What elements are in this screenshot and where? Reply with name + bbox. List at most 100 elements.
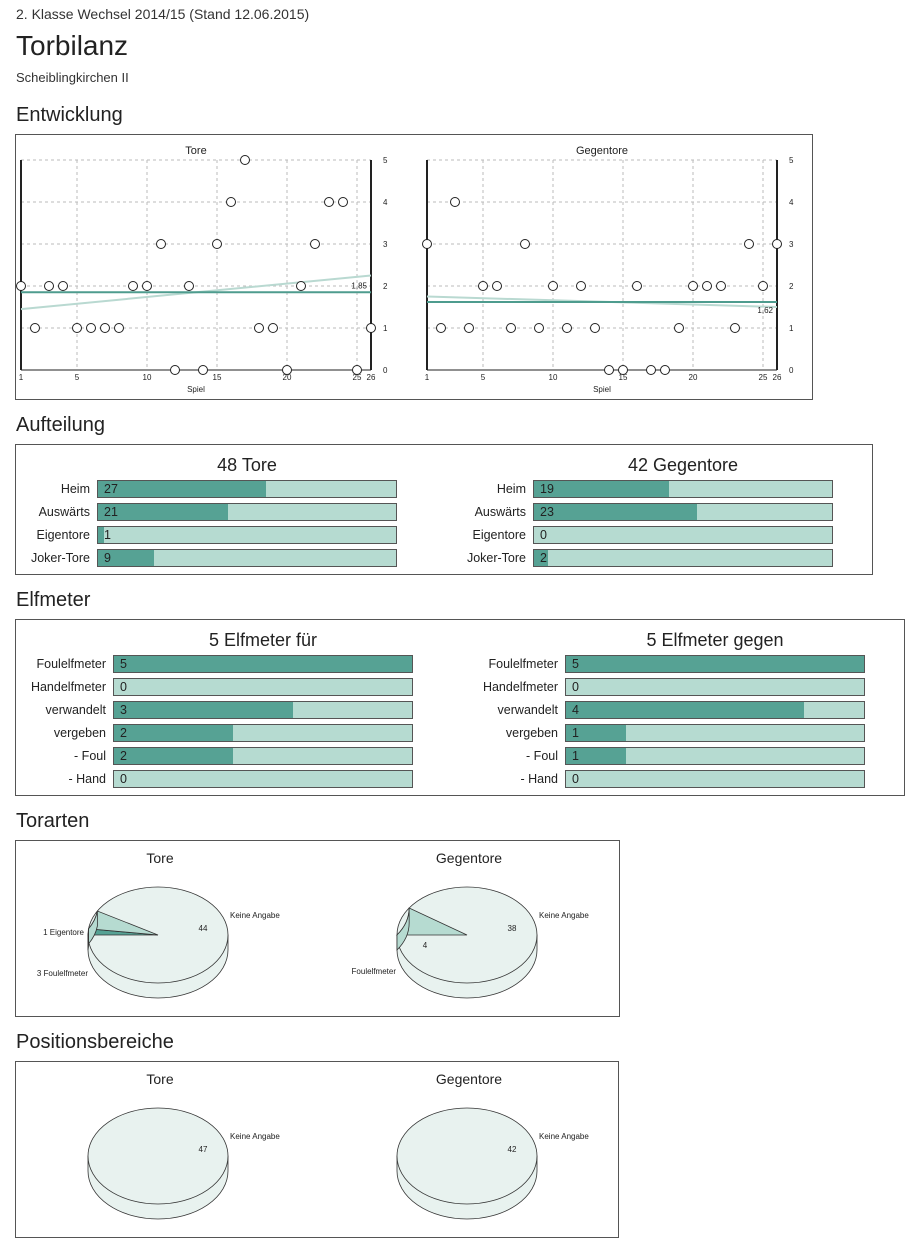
data-point [632, 281, 642, 291]
y-tick-label: 5 [789, 156, 794, 165]
bar-track: 19 [533, 480, 833, 498]
entwicklung-box: Tore 0 1 2 3 4 5 1 5 10 15 20 25 26 Spiel 1,85 Gegentore… [15, 134, 813, 400]
y-tick-label: 2 [789, 282, 794, 291]
data-point [576, 281, 586, 291]
y-tick-label: 3 [383, 240, 388, 249]
bar [98, 527, 105, 543]
data-point [436, 323, 446, 333]
data-point [730, 323, 740, 333]
data-point [688, 281, 698, 291]
section-aufteilung: Aufteilung [16, 414, 105, 436]
bar-value-label: 2 [540, 551, 547, 565]
section-entwicklung: Entwicklung [16, 104, 123, 126]
y-tick-label: 1 [383, 324, 388, 333]
data-point [464, 323, 474, 333]
data-point [422, 239, 432, 249]
page-title: Torbilanz [16, 30, 129, 61]
bar-value-label: 3 [120, 703, 127, 717]
pie-title: Gegentore [436, 850, 502, 866]
bar-track: 1 [565, 747, 865, 765]
data-point [142, 281, 152, 291]
bar-chart-title: 48 Tore [217, 455, 277, 475]
pie-value-label: 47 [199, 1145, 208, 1154]
bar [98, 481, 266, 497]
section-torarten: Torarten [16, 810, 90, 832]
bar-track: 5 [113, 655, 413, 673]
bar-category-label: - Hand [68, 772, 106, 786]
bar-value-label: 21 [104, 505, 118, 519]
bar-chart-title: 5 Elfmeter für [208, 630, 318, 650]
bar [114, 748, 234, 764]
bar-track: 1 [97, 526, 397, 544]
data-point [72, 323, 82, 333]
pie-title: Tore [146, 1071, 173, 1087]
bar-category-label: Joker-Tore [466, 551, 526, 565]
data-point [506, 323, 516, 333]
bar-value-label: 27 [104, 482, 118, 496]
bar-category-label: Handelfmeter [30, 680, 106, 694]
bar-category-label: Auswärts [38, 505, 90, 519]
data-point [30, 323, 40, 333]
bar [566, 748, 626, 764]
bar-track: 9 [97, 549, 397, 567]
scatter-title: Tore [185, 145, 206, 157]
bar-category-label: Auswärts [474, 505, 526, 519]
bar [98, 550, 154, 566]
data-point [772, 239, 782, 249]
data-point [716, 281, 726, 291]
bar-category-label: Foulelfmeter [36, 657, 106, 671]
team-name: Scheiblingkirchen II [16, 70, 129, 85]
data-point [352, 365, 362, 375]
pie-value-label: 42 [508, 1145, 517, 1154]
y-tick-label: 0 [789, 366, 794, 375]
mean-label: 1,85 [351, 281, 367, 290]
y-tick-label: 3 [789, 240, 794, 249]
x-tick-label: 25 [353, 373, 362, 382]
x-tick-label: 5 [75, 373, 80, 382]
data-point [156, 239, 166, 249]
bar-value-label: 5 [572, 657, 579, 671]
data-point [324, 197, 334, 207]
bar [534, 550, 549, 566]
bar [534, 481, 669, 497]
bar [114, 702, 293, 718]
bar-track: 1 [565, 724, 865, 742]
elfmeter-box: 5 Elfmeter für Foulelfmeter 5 Handelfmeter 0… [15, 619, 905, 796]
data-point [744, 239, 754, 249]
bar-category-label: Joker-Tore [30, 551, 90, 565]
positionsbereiche-box: Tore 47 Keine Angabe Gegentore 42 Keine Angab… [15, 1061, 619, 1238]
x-tick-label: 15 [213, 373, 222, 382]
torarten-pies: Tore 44 Keine Angabe 1 Eigentore 3 Foulelfme… [37, 850, 589, 999]
bar [566, 702, 805, 718]
bar-category-label: Handelfmeter [482, 680, 558, 694]
section-elfmeter: Elfmeter [16, 589, 91, 611]
pie-category-label: 1 Eigentore [43, 928, 84, 937]
bar-category-label: Heim [496, 482, 526, 496]
pie-title: Tore [146, 850, 173, 866]
bar-category-label: Eigentore [472, 528, 526, 542]
data-point [590, 323, 600, 333]
y-tick-label: 0 [383, 366, 388, 375]
bar-category-label: vergeben [505, 726, 558, 740]
bar-track: 5 [565, 655, 865, 673]
bar-value-label: 19 [540, 482, 554, 496]
x-tick-label: 15 [619, 373, 628, 382]
x-tick-label: 1 [425, 373, 430, 382]
data-point [212, 239, 222, 249]
data-point [702, 281, 712, 291]
bar-track: 3 [113, 701, 413, 719]
bar-value-label: 0 [572, 680, 579, 694]
torarten-box: Tore 44 Keine Angabe 1 Eigentore 3 Foulelfme… [15, 840, 620, 1017]
bar-value-label: 23 [540, 505, 554, 519]
bar-value-label: 1 [572, 749, 579, 763]
pie-value-label: 4 [423, 941, 428, 950]
data-point [562, 323, 572, 333]
data-point [184, 281, 194, 291]
pie-category-label: Keine Angabe [230, 911, 280, 920]
y-tick-label: 2 [383, 282, 388, 291]
pie-title: Gegentore [436, 1071, 502, 1087]
bar-track: 2 [113, 747, 413, 765]
x-tick-label: 25 [759, 373, 768, 382]
x-tick-label: 10 [549, 373, 558, 382]
